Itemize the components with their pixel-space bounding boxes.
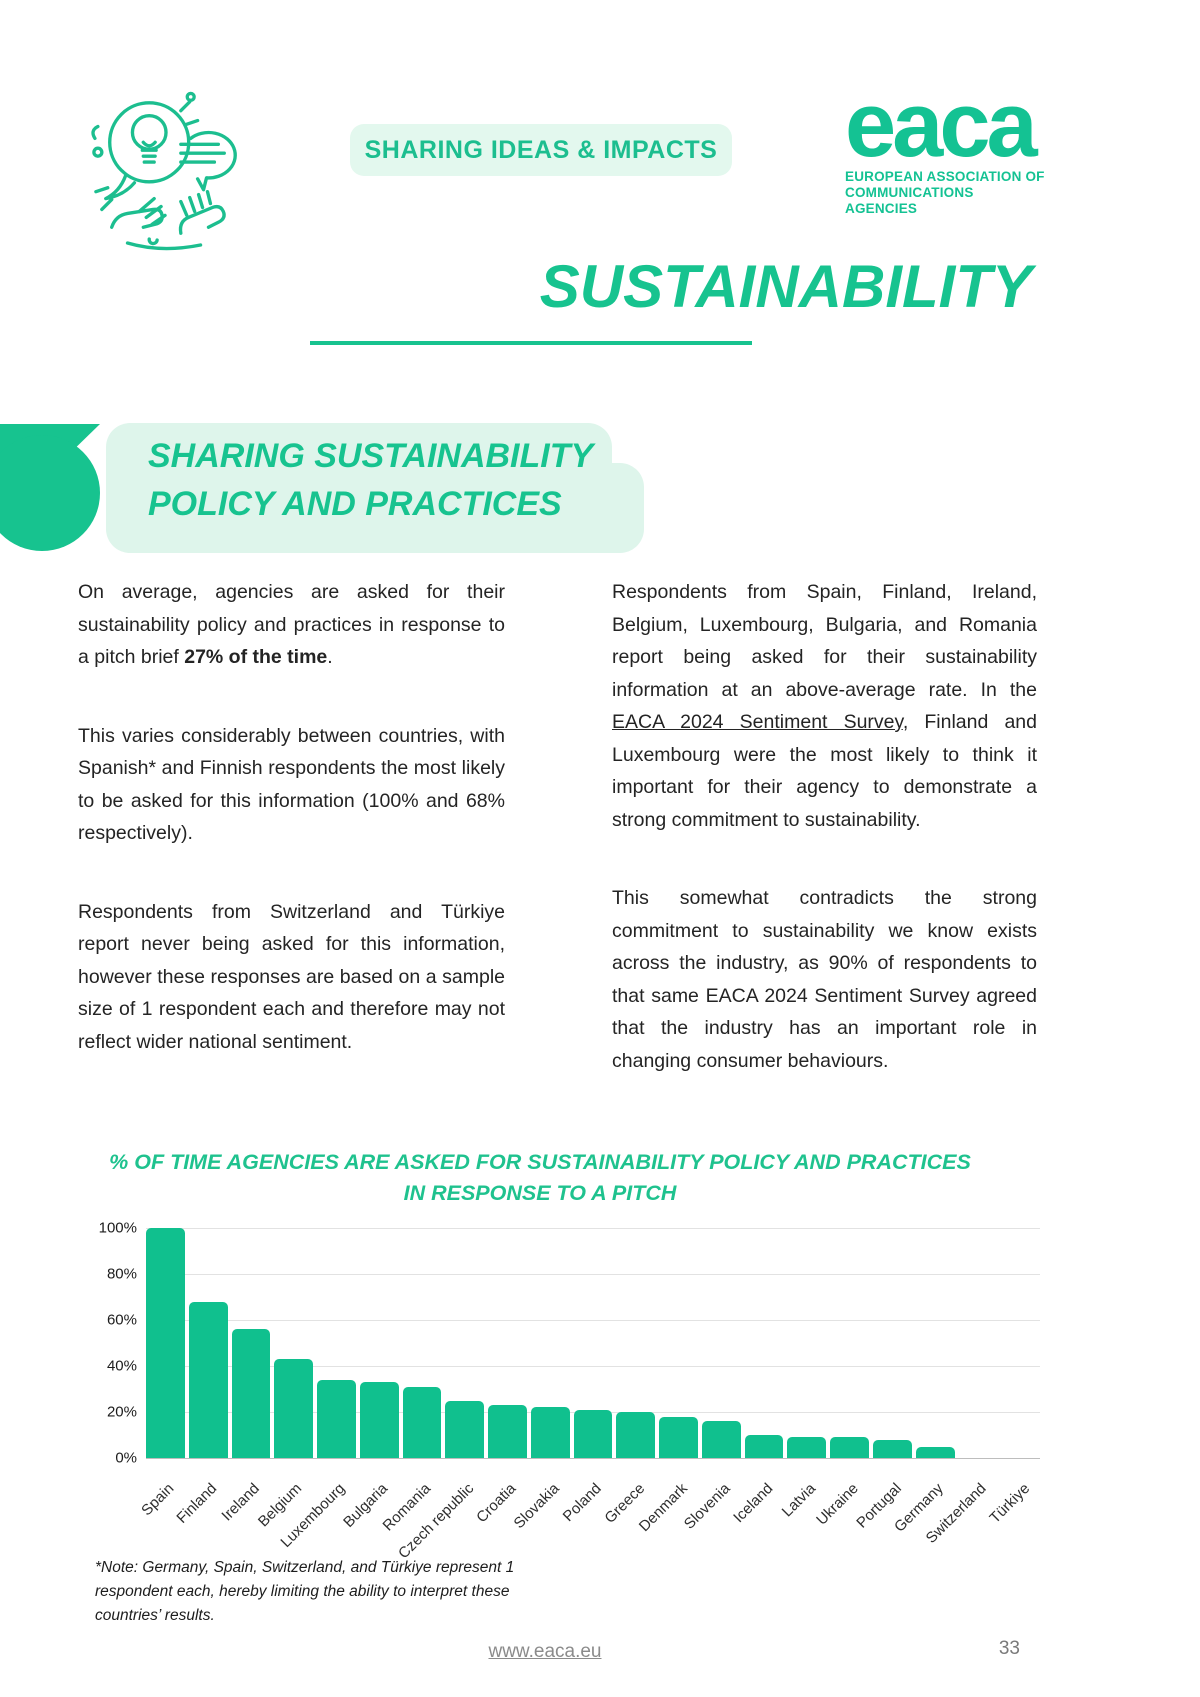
y-axis-ticks: 100% 80% 60% 40% 20% 0% xyxy=(95,1220,137,1467)
bar-latvia xyxy=(787,1437,827,1458)
chart-plot xyxy=(146,1228,1040,1459)
bar-germany xyxy=(915,1446,955,1458)
y-tick-label: 80% xyxy=(106,1265,137,1283)
bar-luxembourg xyxy=(317,1379,356,1458)
bar-slot xyxy=(488,1228,527,1458)
bar-poland xyxy=(573,1409,613,1458)
bar-czech-republic xyxy=(445,1400,485,1458)
bar-romania xyxy=(402,1386,442,1458)
bar-slot xyxy=(445,1228,485,1458)
paragraph: Respondents from Switzerland and Türkiye… xyxy=(78,900,505,1053)
x-label-slot: Slovenia xyxy=(681,1468,741,1583)
chart-title-line2: IN RESPONSE TO A PITCH xyxy=(403,1181,677,1206)
body-column-left: On average, agencies are asked for their… xyxy=(78,576,505,1104)
x-label-slot: Poland xyxy=(560,1468,613,1583)
title-underline xyxy=(310,341,752,345)
sentiment-survey-link[interactable]: EACA 2024 Sentiment Survey xyxy=(612,711,903,733)
paragraph: This varies considerably between countri… xyxy=(78,724,505,845)
bar-slot xyxy=(231,1228,271,1458)
bar-denmark xyxy=(659,1416,698,1458)
bar-bulgaria xyxy=(359,1382,399,1458)
paragraph: Respondents from Spain, Finland, Ireland… xyxy=(612,581,1037,831)
section-heading-box-lower xyxy=(106,463,644,553)
gridline xyxy=(146,1320,1040,1321)
section-heading-line1: SHARING SUSTAINABILITY xyxy=(148,437,594,475)
website-link[interactable]: www.eaca.eu xyxy=(488,1641,602,1662)
bar-finland xyxy=(188,1301,228,1458)
bar-slot xyxy=(530,1228,570,1458)
section-heading-line2: POLICY AND PRACTICES xyxy=(148,485,562,523)
x-label-slot: Latvia xyxy=(779,1468,826,1583)
bar-iceland xyxy=(744,1435,784,1458)
ideas-sharing-doodle-icon xyxy=(91,91,237,251)
bar-slot xyxy=(701,1228,741,1458)
bar-slot xyxy=(317,1228,356,1458)
gridline xyxy=(146,1458,1040,1459)
chart-bars xyxy=(146,1228,1040,1458)
bar-ireland xyxy=(231,1329,271,1458)
x-axis-label: Latvia xyxy=(778,1480,819,1521)
paragraph: This somewhat contradicts the strong com… xyxy=(612,887,1037,1072)
bar-slot xyxy=(959,1228,998,1458)
bar-slot xyxy=(402,1228,442,1458)
paragraph: On average, agencies are asked for their… xyxy=(78,581,505,668)
y-tick-label: 100% xyxy=(98,1219,137,1237)
bar-slot xyxy=(573,1228,613,1458)
eaca-logo: eaca EUROPEAN ASSOCIATION OF COMMUNICATI… xyxy=(845,74,1045,217)
gridline xyxy=(146,1274,1040,1275)
gridline xyxy=(146,1366,1040,1367)
x-label-slot: Türkiye xyxy=(986,1468,1040,1583)
bar-spain xyxy=(146,1228,185,1458)
y-tick-label: 0% xyxy=(115,1449,137,1467)
y-tick-label: 20% xyxy=(106,1403,137,1421)
x-label-slot: Switzerland xyxy=(923,1468,998,1583)
page-title: SUSTAINABILITY xyxy=(539,253,1032,320)
section-badge-label: SHARING IDEAS & IMPACTS xyxy=(364,135,718,164)
eaca-logo-subtitle: EUROPEAN ASSOCIATION OF COMMUNICATIONS A… xyxy=(845,169,1045,217)
chart-title: % OF TIME AGENCIES ARE ASKED FOR SUSTAIN… xyxy=(40,1147,1040,1209)
bar-portugal xyxy=(873,1439,912,1458)
chart-title-line1: % OF TIME AGENCIES ARE ASKED FOR SUSTAIN… xyxy=(109,1150,971,1174)
bar-slot xyxy=(359,1228,399,1458)
x-label-slot: Iceland xyxy=(730,1468,784,1583)
speech-bubble-shape xyxy=(0,424,100,551)
bar-slot xyxy=(146,1228,185,1458)
bar-slot xyxy=(830,1228,870,1458)
bar-belgium xyxy=(274,1359,314,1458)
bar-slot xyxy=(616,1228,656,1458)
bar-slot xyxy=(873,1228,912,1458)
bar-slot xyxy=(274,1228,314,1458)
bar-slot xyxy=(1001,1228,1040,1458)
bar-slot xyxy=(744,1228,784,1458)
y-tick-label: 60% xyxy=(106,1311,137,1329)
chart-footnote: *Note: Germany, Spain, Switzerland, and … xyxy=(95,1559,515,1624)
eaca-wordmark: eaca xyxy=(845,74,1038,176)
bar-slot xyxy=(787,1228,827,1458)
bar-slovenia xyxy=(701,1421,741,1458)
section-badge: SHARING IDEAS & IMPACTS xyxy=(350,124,732,176)
y-tick-label: 40% xyxy=(106,1357,137,1375)
bar-slovakia xyxy=(530,1407,570,1458)
bar-croatia xyxy=(488,1405,527,1458)
bar-slot xyxy=(188,1228,228,1458)
page-number: 33 xyxy=(998,1638,1020,1659)
bar-slot xyxy=(659,1228,698,1458)
bar-greece xyxy=(616,1412,656,1458)
bold-stat: 27% of the time xyxy=(184,646,328,668)
x-axis-label: Spain xyxy=(138,1480,178,1520)
bar-ukraine xyxy=(830,1437,870,1458)
gridline xyxy=(146,1228,1040,1229)
bar-chart: 100% 80% 60% 40% 20% 0% Spain Finland Ireland Be… xyxy=(95,1220,1040,1588)
body-column-right: Respondents from Spain, Finland, Ireland… xyxy=(612,576,1037,1123)
bar-slot xyxy=(915,1228,955,1458)
